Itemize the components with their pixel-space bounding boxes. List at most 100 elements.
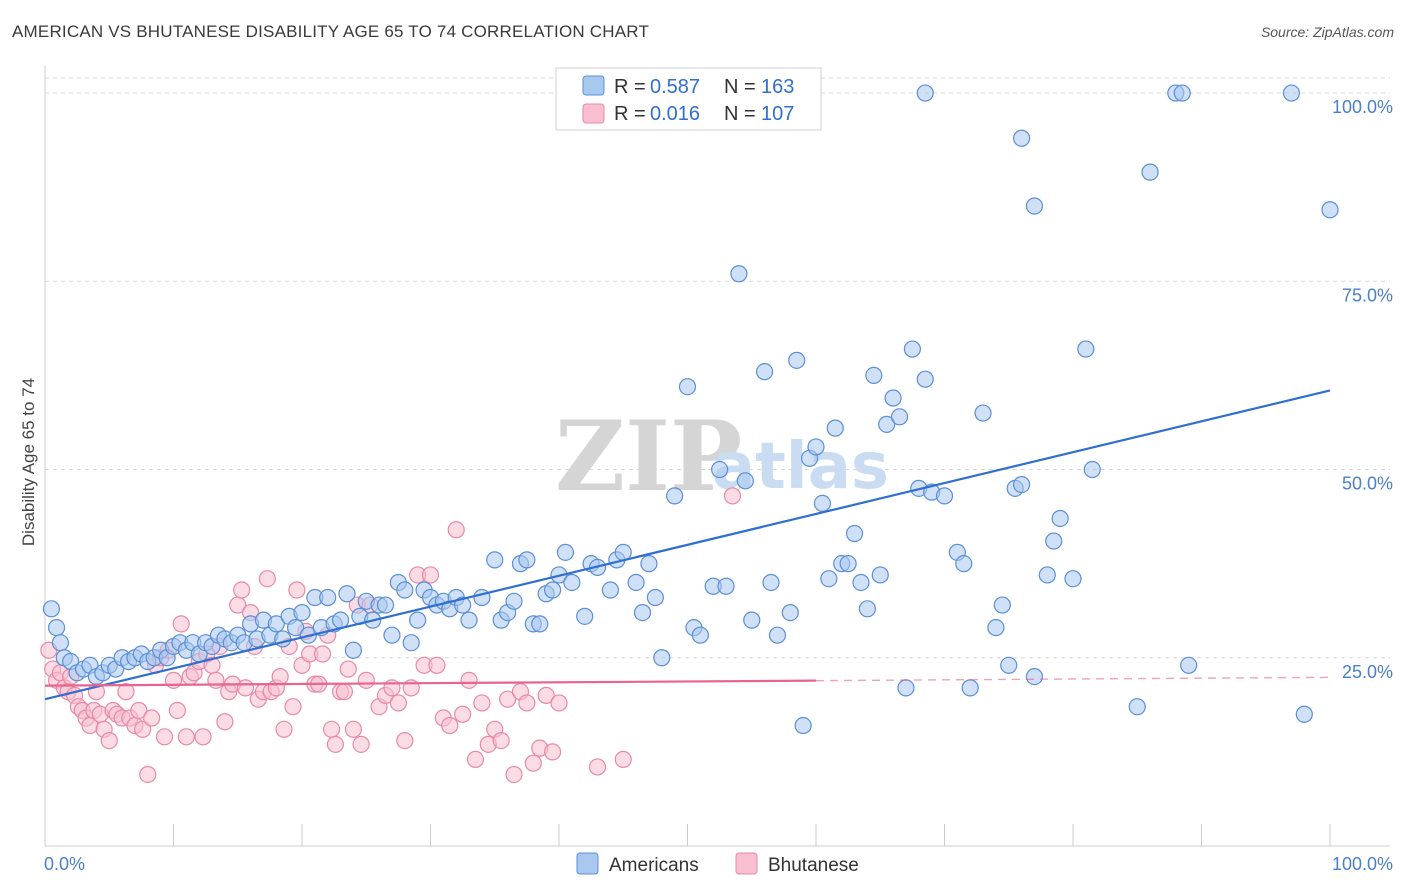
bhutanese-point <box>357 671 375 689</box>
y-tick-labels: 25.0% 50.0% 75.0% 100.0% <box>1332 97 1393 682</box>
bhutanese-point <box>550 694 568 712</box>
american-point <box>807 438 825 456</box>
american-point <box>820 570 838 588</box>
trendline-americans <box>44 389 1331 701</box>
american-point <box>884 389 902 407</box>
bhutanese-point <box>441 716 459 735</box>
legend-n-value: 163 <box>761 76 794 98</box>
american-point <box>286 619 305 637</box>
bhutanese-point <box>130 701 148 720</box>
chart-source: Source: ZipAtlas.com <box>1260 24 1394 40</box>
bhutanese-point <box>447 521 465 539</box>
axis-layer <box>44 66 1390 847</box>
american-point <box>768 626 787 644</box>
american-point <box>344 641 362 659</box>
bhutanese-point <box>335 683 354 701</box>
american-point <box>826 419 844 437</box>
bhutanese-point <box>499 690 517 708</box>
american-point <box>576 607 594 625</box>
watermark-zip: ZIP <box>555 400 742 513</box>
american-point <box>890 408 909 426</box>
american-point <box>762 573 780 592</box>
bhutanese-point <box>288 581 306 599</box>
bhutanese-point <box>421 566 440 584</box>
american-point <box>987 619 1005 637</box>
american-point <box>601 581 620 599</box>
american-point <box>743 611 761 629</box>
bhutanese-point <box>155 728 174 746</box>
american-point <box>903 340 921 358</box>
trendline-bhutanese <box>44 679 817 687</box>
american-point <box>955 555 973 573</box>
american-point <box>935 487 954 505</box>
american-point <box>839 555 857 573</box>
bhutanese-point <box>275 720 293 738</box>
american-point <box>396 581 414 599</box>
american-point <box>788 351 806 369</box>
american-point <box>1141 163 1159 181</box>
american-point <box>633 603 652 622</box>
y-tick-label: 100.0% <box>1332 97 1393 117</box>
bhutanese-point <box>233 581 251 599</box>
american-point <box>640 555 658 573</box>
american-point <box>646 588 664 607</box>
bhutanese-point <box>134 720 152 738</box>
bhutanese-point <box>352 735 370 753</box>
american-point <box>813 494 832 513</box>
chart-title: AMERICAN VS BHUTANESE DISABILITY AGE 65 … <box>12 22 650 41</box>
legend-r-label: R = <box>614 103 646 125</box>
bhutanese-point <box>117 683 135 701</box>
american-point <box>858 600 877 618</box>
american-point <box>402 634 420 652</box>
american-point <box>531 615 549 633</box>
bhutanese-point <box>258 570 276 588</box>
american-point <box>871 566 889 584</box>
american-point <box>1173 84 1191 102</box>
bhutanese-point <box>454 705 472 723</box>
american-point <box>1083 460 1101 479</box>
bhutanese-point <box>207 671 225 689</box>
y-axis-label: Disability Age 65 to 74 <box>19 378 38 546</box>
american-point <box>319 588 337 607</box>
watermark: ZIP atlas <box>555 400 889 513</box>
american-point <box>865 366 883 385</box>
top-legend: R = 0.587 N = 163 R = 0.016 N = 107 <box>555 67 822 131</box>
x-tick-label: 0.0% <box>44 854 85 874</box>
american-point <box>1045 532 1063 550</box>
american-point <box>781 603 799 622</box>
american-point <box>383 626 401 644</box>
bottom-legend-americans: Americans <box>609 855 699 876</box>
american-point <box>1077 340 1095 358</box>
american-point <box>460 611 478 629</box>
watermark-atlas: atlas <box>712 430 889 504</box>
american-point <box>852 573 870 592</box>
american-point <box>666 487 684 505</box>
american-point <box>51 634 70 652</box>
american-point <box>486 551 504 569</box>
american-point <box>916 370 934 388</box>
american-point <box>691 626 709 644</box>
american-point <box>974 404 992 422</box>
bhutanese-point <box>428 656 446 674</box>
bhutanese-point <box>100 731 118 750</box>
bhutanese-point <box>236 679 255 697</box>
bhutanese-point <box>614 750 632 769</box>
legend-r-label: R = <box>614 76 646 98</box>
american-point <box>293 603 311 622</box>
american-point <box>1282 84 1301 102</box>
bhutanese-point <box>143 709 161 727</box>
american-point <box>1025 667 1044 686</box>
legend-swatch-americans <box>582 75 605 96</box>
american-point <box>376 596 395 614</box>
bhutanese-point <box>396 731 414 750</box>
american-point <box>717 577 735 595</box>
american-point <box>1180 656 1198 674</box>
bhutanese-point <box>177 728 195 746</box>
american-point <box>845 524 864 543</box>
trend-layer <box>44 389 1331 701</box>
american-point <box>42 600 61 618</box>
american-point <box>454 596 472 614</box>
american-point <box>1295 705 1313 723</box>
bhutanese-point <box>389 694 407 712</box>
